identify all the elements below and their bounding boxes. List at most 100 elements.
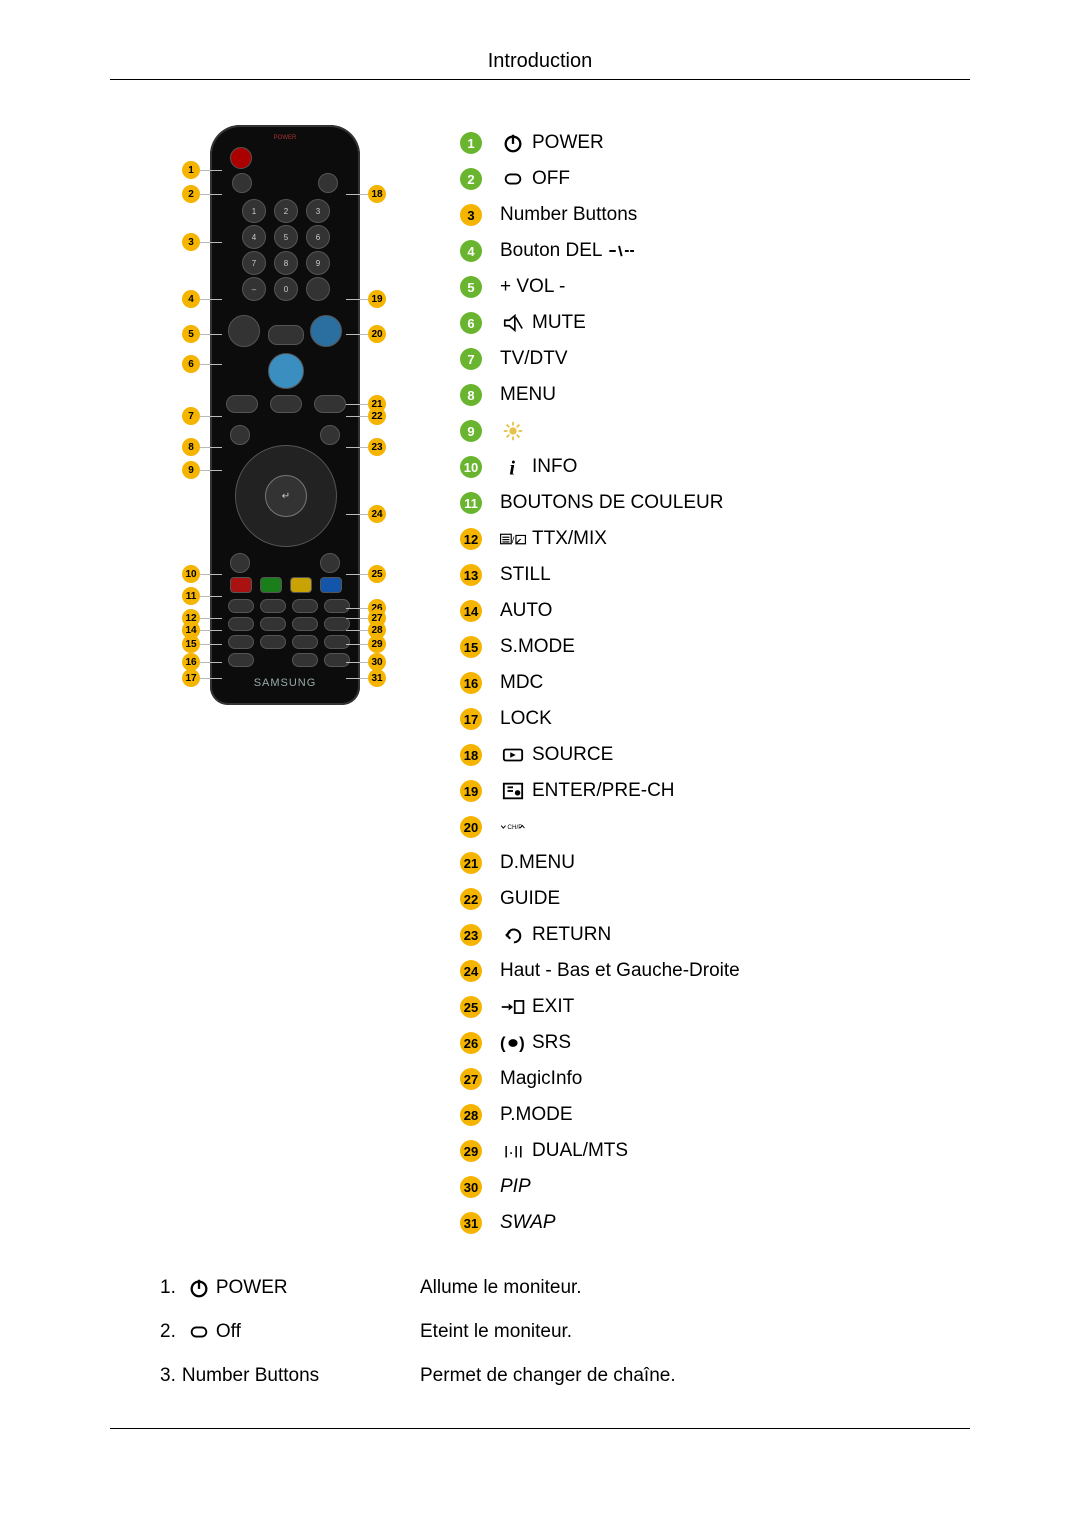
remote-btn-off	[232, 173, 252, 193]
legend-label: SWAP	[500, 1212, 556, 1234]
remote-pill-2	[260, 599, 286, 613]
legend-item: 15S.MODE	[460, 629, 970, 665]
callout-25: 25	[368, 565, 386, 583]
remote-pill-10	[260, 635, 286, 649]
bottom-rule	[110, 1428, 970, 1429]
legend-label: D.MENU	[500, 852, 575, 874]
legend-item: 26()SRS	[460, 1025, 970, 1061]
legend-item: 19ENTER/PRE-CH	[460, 773, 970, 809]
power-icon	[188, 1277, 210, 1299]
description-term: 2.Off	[110, 1321, 420, 1343]
remote-color-yellow	[290, 577, 312, 593]
legend-label: ENTER/PRE-CH	[532, 780, 675, 802]
description-block: 1.POWERAllume le moniteur. 2.OffEteint le…	[110, 1277, 970, 1387]
legend-marker: 3	[460, 204, 482, 226]
remote-btn-power	[230, 147, 252, 169]
remote-btn-center-blue	[268, 353, 304, 389]
legend-item: 11BOUTONS DE COULEUR	[460, 485, 970, 521]
legend-label: POWER	[532, 132, 604, 154]
description-term: 3. Number Buttons	[110, 1365, 420, 1387]
legend-item: 21D.MENU	[460, 845, 970, 881]
remote-pill-11	[292, 635, 318, 649]
remote-btn-chp	[310, 315, 342, 347]
desc-num: 2.	[160, 1321, 176, 1343]
remote-brand: SAMSUNG	[210, 677, 360, 689]
callout-3: 3	[182, 233, 200, 251]
legend-item: 20CH/P	[460, 809, 970, 845]
remote-btn-del: –	[242, 277, 266, 301]
legend-marker: 8	[460, 384, 482, 406]
legend-label: S.MODE	[500, 636, 575, 658]
legend-item: 8 MENU	[460, 377, 970, 413]
callout-19: 19	[368, 290, 386, 308]
enter-icon	[502, 780, 524, 802]
description-row: 2.OffEteint le moniteur.	[110, 1321, 970, 1343]
legend-marker: 17	[460, 708, 482, 730]
remote-btn-tvdtv	[226, 395, 258, 413]
desc-term-text: Number Buttons	[182, 1365, 319, 1387]
desc-term-text: POWER	[216, 1277, 288, 1299]
remote-pill-1	[228, 599, 254, 613]
remote-pill-12	[324, 635, 350, 649]
legend-item: 13STILL	[460, 557, 970, 593]
svg-text:I·II: I·II	[504, 1143, 523, 1161]
remote-pill-4	[324, 599, 350, 613]
remote-pill-3	[292, 599, 318, 613]
legend-item: 2OFF	[460, 161, 970, 197]
legend-label: LOCK	[500, 708, 552, 730]
power-icon-wrap	[188, 1277, 210, 1299]
callout-24: 24	[368, 505, 386, 523]
desc-num: 3.	[160, 1365, 176, 1387]
power-icon-wrap	[500, 132, 526, 154]
exit-icon	[500, 995, 526, 1019]
callout-8: 8	[182, 438, 200, 456]
legend-marker: 28	[460, 1104, 482, 1126]
remote-num-4: 4	[242, 225, 266, 249]
svg-text:(: (	[500, 1033, 506, 1052]
srs-icon: ()	[500, 1031, 526, 1055]
callout-2: 2	[182, 185, 200, 203]
description-row: 1.POWERAllume le moniteur.	[110, 1277, 970, 1299]
legend-label: MENU	[500, 384, 556, 406]
dual-icon: I·II	[502, 1140, 524, 1162]
remote-btn-info	[230, 553, 250, 573]
legend-label: INFO	[532, 456, 577, 478]
remote-illustration-wrap: POWER 1 2 3 4 5 6 7 8 9 – 0	[110, 125, 460, 1241]
remote-num-5: 5	[274, 225, 298, 249]
remote-btn-guide	[314, 395, 346, 413]
remote-btn-return	[320, 425, 340, 445]
callout-29: 29	[368, 635, 386, 653]
legend-item: 23RETURN	[460, 917, 970, 953]
callout-20: 20	[368, 325, 386, 343]
remote-pill-15	[324, 653, 350, 667]
return-icon-wrap	[500, 924, 526, 946]
exit-icon-wrap	[500, 995, 526, 1019]
del-dash-icon-wrap	[608, 239, 634, 263]
legend-item: 16MDC	[460, 665, 970, 701]
page-title: Introduction	[110, 50, 970, 73]
remote-btn-dmenu	[270, 395, 302, 413]
remote-pill-5	[228, 617, 254, 631]
legend-marker: 18	[460, 744, 482, 766]
description-row: 3. Number ButtonsPermet de changer de ch…	[110, 1365, 970, 1387]
legend-item: 27MagicInfo	[460, 1061, 970, 1097]
legend-label: MagicInfo	[500, 1068, 582, 1090]
return-icon	[502, 924, 524, 946]
remote-color-blue	[320, 577, 342, 593]
info-icon: i	[502, 456, 524, 478]
legend-item: 14AUTO	[460, 593, 970, 629]
callout-18: 18	[368, 185, 386, 203]
legend-marker: 7	[460, 348, 482, 370]
legend-marker: 5	[460, 276, 482, 298]
main-area: POWER 1 2 3 4 5 6 7 8 9 – 0	[110, 125, 970, 1241]
remote-nav-enter: ↵	[265, 475, 307, 517]
legend-label: MUTE	[532, 312, 586, 334]
legend-item: 1POWER	[460, 125, 970, 161]
legend-marker: 2	[460, 168, 482, 190]
srs-icon-wrap: ()	[500, 1031, 526, 1055]
legend-marker: 11	[460, 492, 482, 514]
info-i-icon-wrap: i	[500, 456, 526, 478]
legend-label: MDC	[500, 672, 543, 694]
legend-marker: 6	[460, 312, 482, 334]
remote-num-6: 6	[306, 225, 330, 249]
